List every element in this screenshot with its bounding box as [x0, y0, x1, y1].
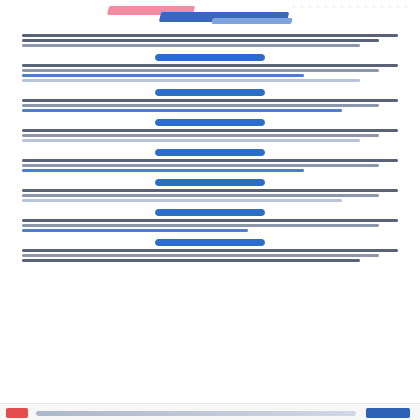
text-line: [22, 109, 342, 112]
text-line: [22, 39, 380, 42]
section-heading-bar: [155, 119, 265, 126]
text-line: [22, 189, 398, 192]
right-logo-icon: [366, 408, 410, 418]
text-line: [22, 34, 398, 37]
left-logo-icon: [6, 408, 28, 418]
section-8: [22, 239, 398, 262]
section-heading-bar: [155, 239, 265, 246]
section-7: [22, 209, 398, 232]
section-1: [22, 34, 398, 47]
section-heading-bar: [155, 209, 265, 216]
text-line: [22, 194, 380, 197]
text-line: [22, 199, 342, 202]
section-heading-bar: [155, 149, 265, 156]
section-4: [22, 119, 398, 142]
text-line: [22, 134, 380, 137]
text-line: [22, 44, 361, 47]
text-line: [22, 259, 361, 262]
page-header: [0, 0, 420, 30]
text-line: [22, 159, 398, 162]
footer-strip: [36, 411, 356, 416]
text-line: [22, 169, 304, 172]
text-line: [22, 69, 380, 72]
header-dot-pattern: [290, 4, 410, 10]
text-line: [22, 129, 398, 132]
text-line: [22, 219, 398, 222]
text-line: [22, 79, 361, 82]
page-footer: [0, 403, 420, 420]
text-line: [22, 99, 398, 102]
text-line: [22, 254, 380, 257]
text-line: [22, 229, 248, 232]
section-heading-bar: [155, 179, 265, 186]
text-line: [22, 64, 398, 67]
header-light-blue-ribbon-icon: [211, 18, 293, 24]
text-line: [22, 164, 380, 167]
text-line: [22, 74, 304, 77]
section-5: [22, 149, 398, 172]
section-3: [22, 89, 398, 112]
text-line: [22, 104, 380, 107]
text-line: [22, 224, 380, 227]
text-line: [22, 249, 398, 252]
section-heading-bar: [155, 54, 265, 61]
document-content: [22, 32, 398, 404]
section-2: [22, 54, 398, 82]
text-line: [22, 139, 361, 142]
section-heading-bar: [155, 89, 265, 96]
section-6: [22, 179, 398, 202]
